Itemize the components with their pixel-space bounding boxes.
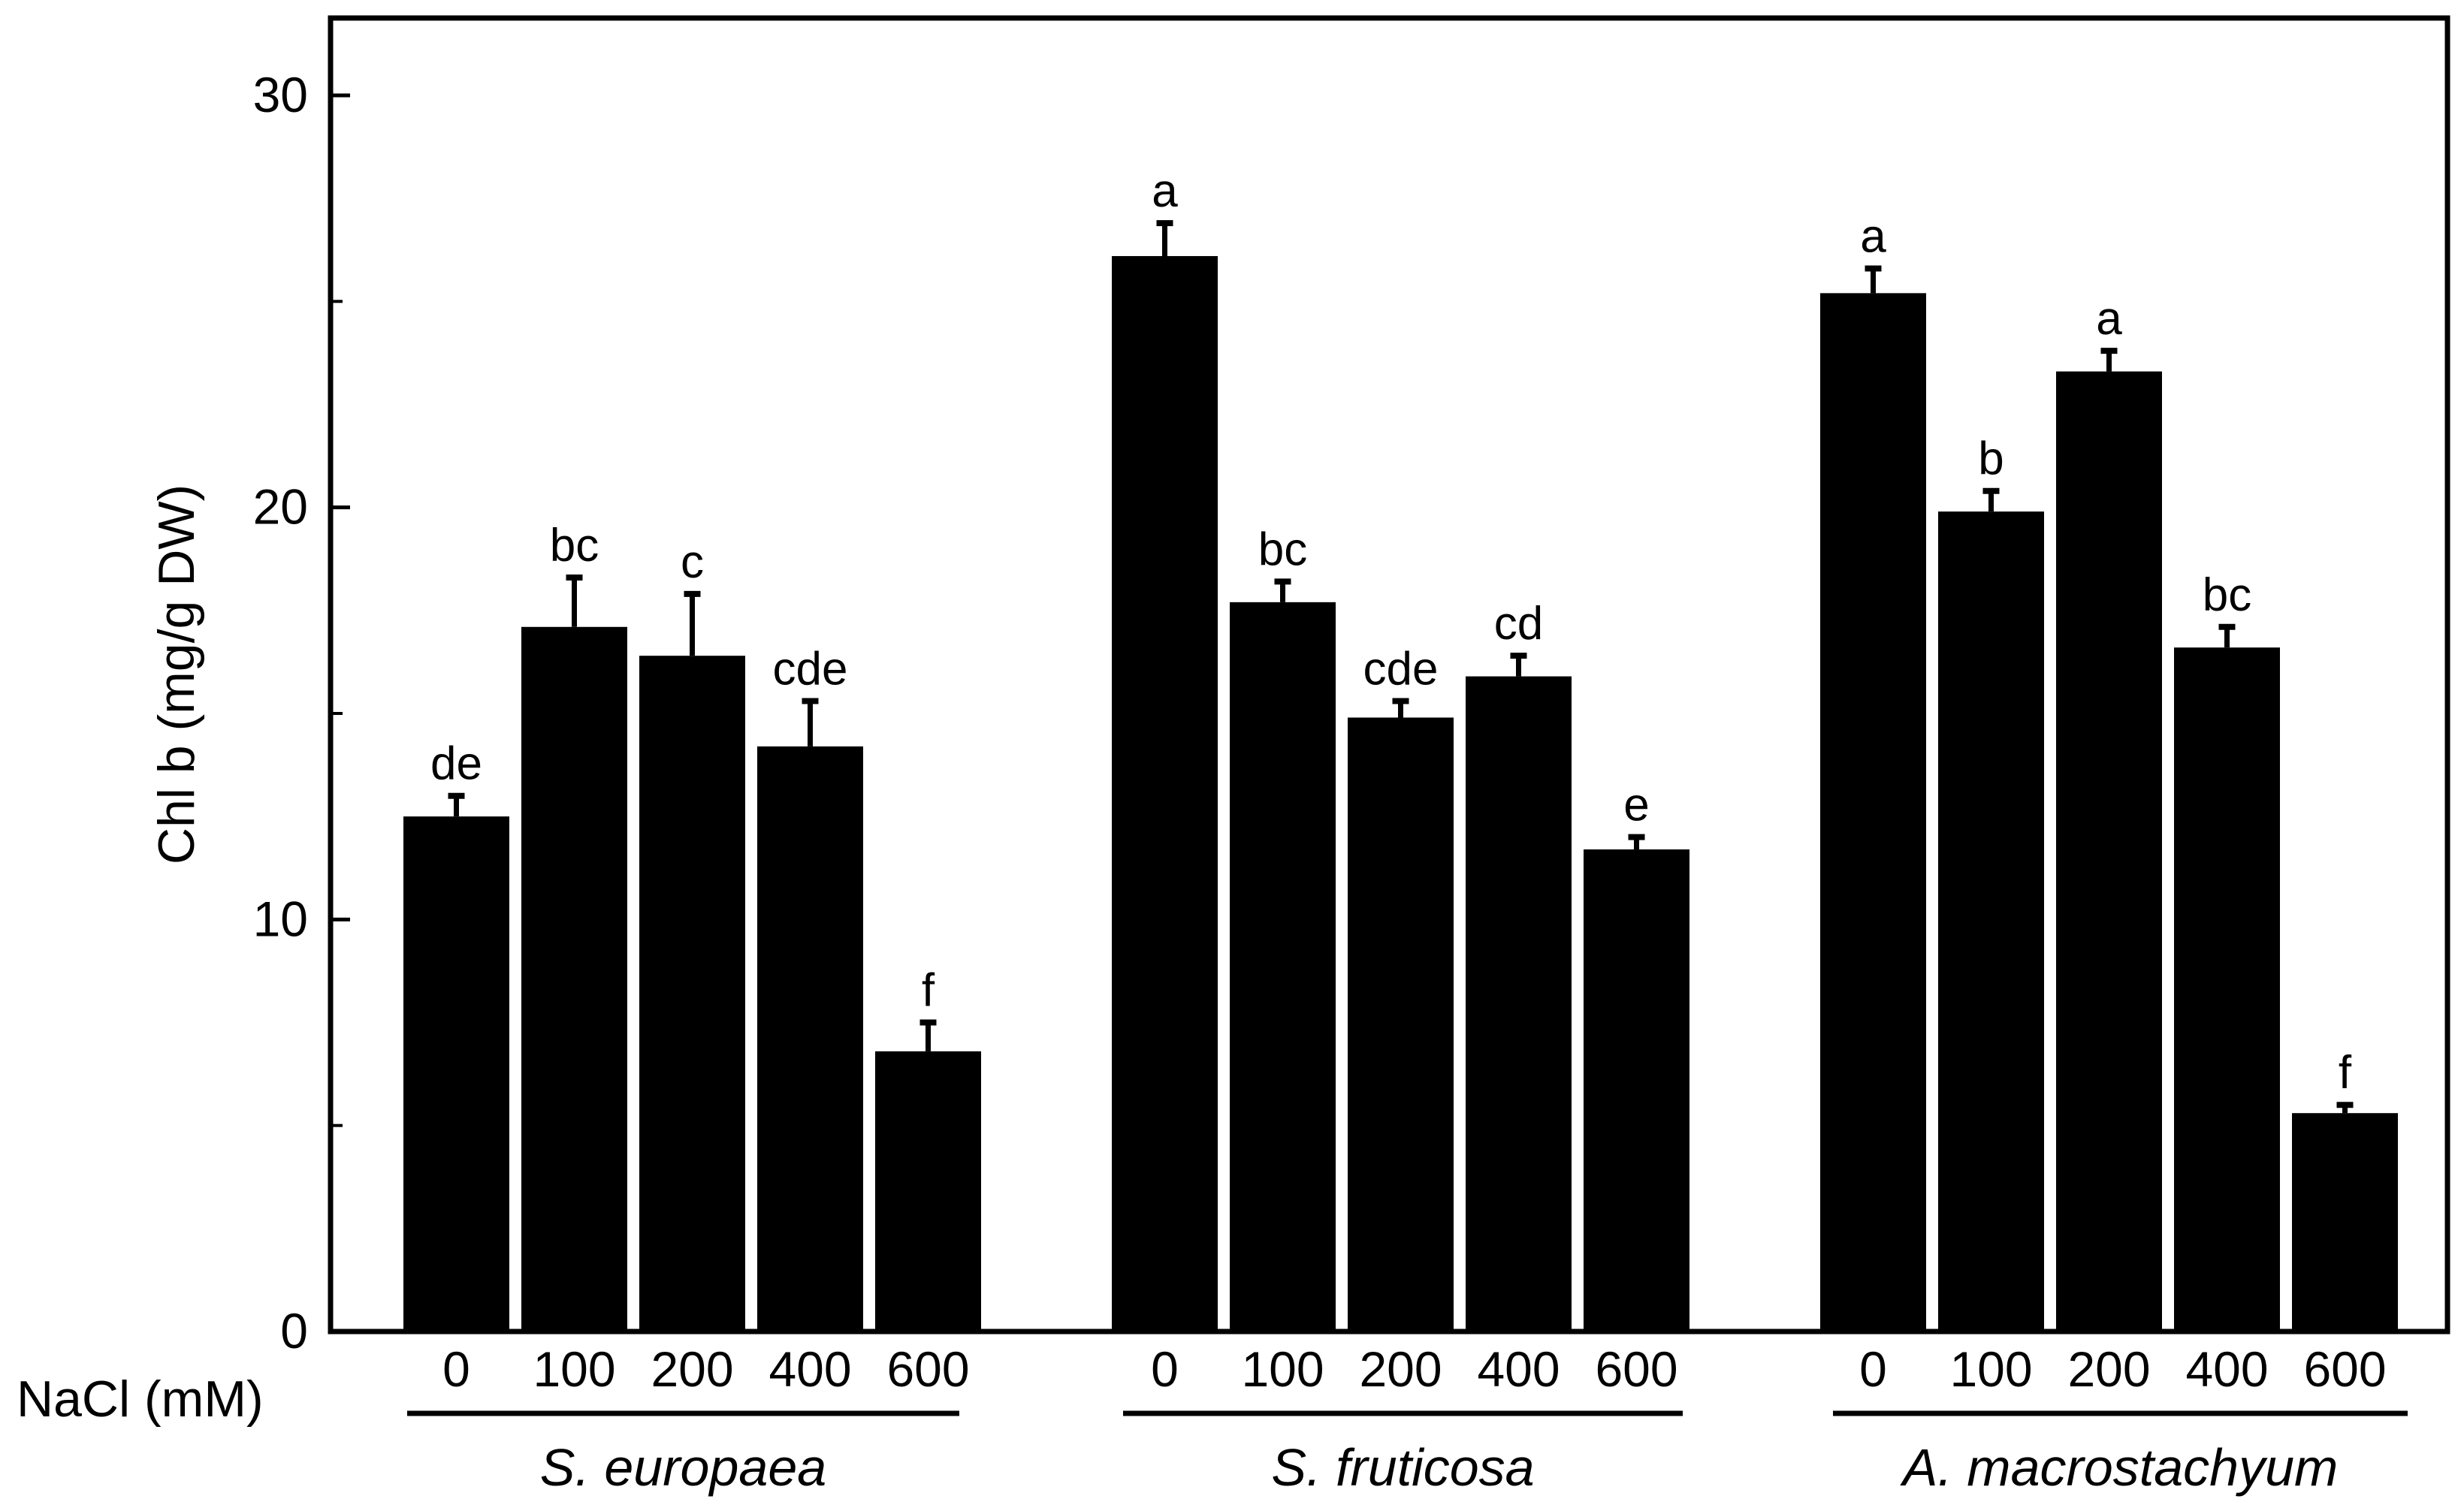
x-category-label: 100 <box>1949 1341 2032 1397</box>
bar-1-1 <box>1230 602 1336 1332</box>
significance-label: a <box>1860 210 1886 262</box>
bar-0-3 <box>757 746 863 1332</box>
bar-0-0 <box>403 816 509 1332</box>
bar-0-1 <box>521 626 627 1332</box>
bar-2-3 <box>2174 647 2280 1332</box>
y-axis-title: Chl b (mg/g DW) <box>148 484 205 864</box>
x-category-label: 0 <box>1859 1341 1887 1397</box>
significance-label: bc <box>2203 569 2251 621</box>
y-axis: 0 10 20 30 <box>253 67 350 1359</box>
x-category-label: 100 <box>1241 1341 1324 1397</box>
significance-label: bc <box>1258 523 1307 575</box>
y-tick-label: 30 <box>253 67 308 122</box>
x-category-label: 600 <box>886 1341 969 1397</box>
significance-label: a <box>2096 293 2122 345</box>
bar-1-0 <box>1112 255 1218 1332</box>
group-label: S. europaea <box>540 1438 826 1497</box>
bars <box>403 255 2398 1332</box>
significance-label: b <box>1978 433 2004 485</box>
x-category-label: 600 <box>2303 1341 2386 1397</box>
significance-label: cd <box>1494 598 1543 650</box>
x-category-label: 200 <box>1359 1341 1442 1397</box>
group-label: A. macrostachyum <box>1900 1438 2339 1497</box>
x-category-label: 400 <box>768 1341 851 1397</box>
bar-0-4 <box>875 1051 981 1332</box>
y-tick-label: 0 <box>280 1303 308 1359</box>
x-category-label: 0 <box>1151 1341 1179 1397</box>
significance-label: bc <box>550 520 599 572</box>
bar-1-4 <box>1584 849 1689 1332</box>
y-tick-label: 20 <box>253 479 308 535</box>
significance-label: de <box>430 738 482 790</box>
significance-label: f <box>2339 1047 2352 1099</box>
bar-0-2 <box>639 656 745 1332</box>
x-category-label: 200 <box>651 1341 733 1397</box>
y-tick-label: 10 <box>253 891 308 946</box>
bar-1-2 <box>1348 717 1454 1332</box>
x-category-label: 400 <box>1477 1341 1560 1397</box>
significance-label: cde <box>1363 644 1439 695</box>
group-labels: S. europaea S. fruticosa A. macrostachyum <box>407 1410 2408 1497</box>
x-axis-title: NaCl (mM) <box>17 1371 264 1428</box>
error-bars <box>448 220 2354 1114</box>
significance-label: a <box>1152 165 1178 217</box>
bar-2-0 <box>1820 293 1926 1332</box>
x-category-label: 400 <box>2185 1341 2268 1397</box>
x-category-labels: 0 100 200 400 600 0 100 200 400 600 0 100 200 400 600 <box>442 1341 2386 1397</box>
group-label: S. fruticosa <box>1271 1438 1534 1497</box>
significance-label: cde <box>773 644 848 695</box>
bar-1-3 <box>1466 676 1572 1332</box>
significance-label: c <box>681 536 704 588</box>
bar-2-1 <box>1938 511 2044 1332</box>
bar-2-4 <box>2292 1113 2398 1332</box>
bar-2-2 <box>2056 371 2162 1332</box>
x-category-label: 100 <box>533 1341 615 1397</box>
x-category-label: 600 <box>1595 1341 1677 1397</box>
x-category-label: 200 <box>2067 1341 2150 1397</box>
x-category-label: 0 <box>442 1341 470 1397</box>
significance-label: f <box>922 965 935 1017</box>
significance-label: e <box>1623 780 1649 831</box>
